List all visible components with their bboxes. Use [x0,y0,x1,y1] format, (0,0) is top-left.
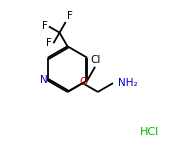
Text: Cl: Cl [91,55,101,65]
Text: N: N [40,75,48,85]
Text: F: F [42,22,47,31]
Text: HCl: HCl [140,127,159,137]
Text: F: F [46,38,52,48]
Text: F: F [67,11,72,21]
Text: O: O [80,77,88,87]
Text: NH₂: NH₂ [118,78,138,88]
